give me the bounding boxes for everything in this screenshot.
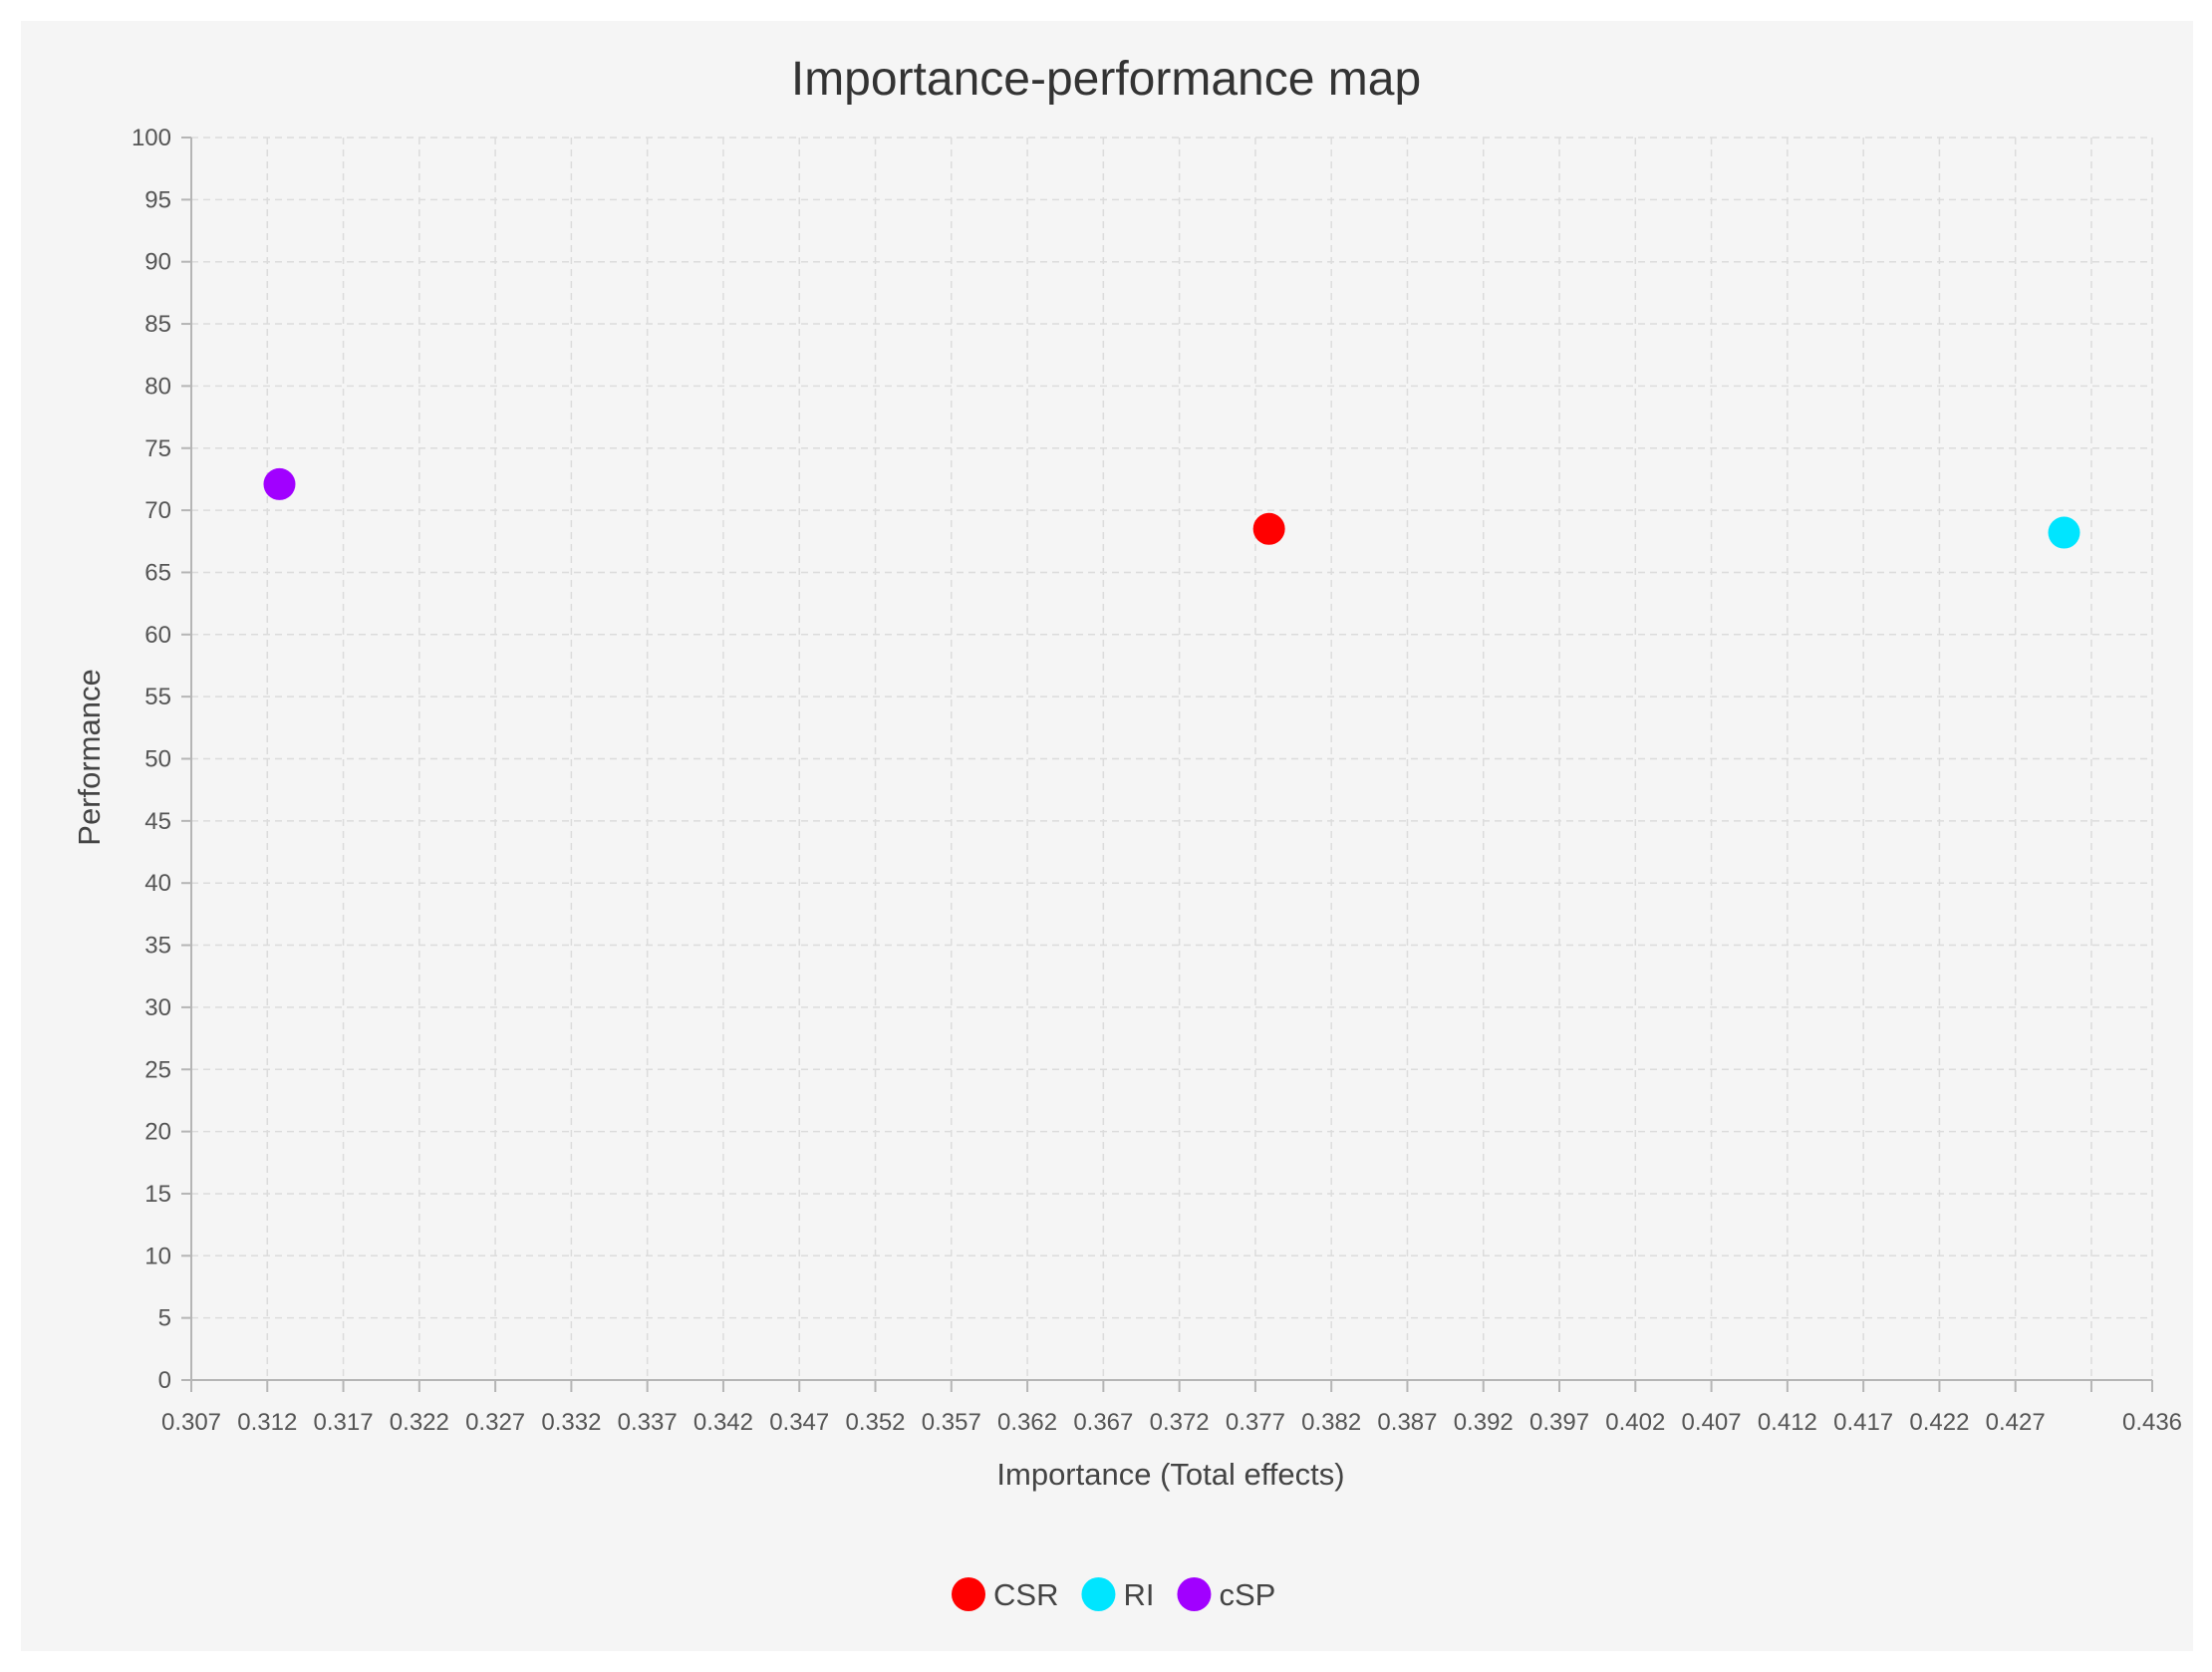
x-tick-label: 0.397 xyxy=(1529,1409,1589,1436)
x-tick-label: 0.377 xyxy=(1226,1409,1285,1436)
x-tick-label: 0.427 xyxy=(1986,1409,2046,1436)
x-tick-label: 0.357 xyxy=(922,1409,981,1436)
x-tick-label: 0.342 xyxy=(693,1409,753,1436)
x-tick-label: 0.322 xyxy=(390,1409,449,1436)
x-tick-label: 0.312 xyxy=(237,1409,297,1436)
y-tick-label: 50 xyxy=(144,746,171,773)
legend-label-csp[interactable]: cSP xyxy=(1219,1577,1275,1612)
x-tick-label: 0.372 xyxy=(1150,1409,1210,1436)
x-tick-label: 0.327 xyxy=(465,1409,525,1436)
y-tick-label: 40 xyxy=(144,870,171,897)
x-axis-title: Importance (Total effects) xyxy=(996,1457,1344,1492)
legend-label-ri[interactable]: RI xyxy=(1123,1577,1154,1612)
chart-title: Importance-performance map xyxy=(791,53,1421,106)
x-tick-label: 0.347 xyxy=(769,1409,829,1436)
y-tick-label: 25 xyxy=(144,1056,171,1083)
y-tick-label: 100 xyxy=(132,125,171,151)
y-tick-label: 85 xyxy=(144,311,171,338)
legend-label-csr[interactable]: CSR xyxy=(993,1577,1058,1612)
x-tick-label: 0.367 xyxy=(1073,1409,1133,1436)
x-tick-label: 0.412 xyxy=(1758,1409,1817,1436)
y-tick-label: 20 xyxy=(144,1119,171,1146)
x-tick-label: 0.387 xyxy=(1377,1409,1437,1436)
y-tick-label: 95 xyxy=(144,186,171,213)
x-tick-label: 0.417 xyxy=(1833,1409,1893,1436)
x-tick-label: 0.422 xyxy=(1909,1409,1969,1436)
grid xyxy=(191,137,2153,1380)
x-tick-label: 0.382 xyxy=(1301,1409,1361,1436)
data-point-csr[interactable] xyxy=(1252,512,1285,545)
y-axis-ticks: 0 5 10 15 20 25 30 35 40 45 50 55 60 65 70 75 80 85 90 95 10… xyxy=(132,125,191,1394)
data-point-ri[interactable] xyxy=(2048,516,2080,549)
y-tick-label: 65 xyxy=(144,559,171,586)
y-tick-label: 80 xyxy=(144,373,171,400)
y-tick-label: 30 xyxy=(144,994,171,1021)
x-tick-label: 0.407 xyxy=(1682,1409,1742,1436)
x-tick-label: 0.352 xyxy=(845,1409,905,1436)
y-axis-title: Performance xyxy=(72,669,107,845)
x-axis-ticks: 0.307 0.312 0.317 0.322 0.327 0.332 0.337 0.342… xyxy=(161,1380,2182,1436)
x-tick-label: 0.402 xyxy=(1605,1409,1665,1436)
x-tick-label: 0.337 xyxy=(618,1409,678,1436)
y-tick-label: 90 xyxy=(144,249,171,276)
legend[interactable]: CSR RI cSP xyxy=(952,1577,1275,1612)
y-tick-label: 35 xyxy=(144,933,171,960)
data-point-csp[interactable] xyxy=(263,467,296,500)
legend-marker-csp[interactable] xyxy=(1177,1577,1212,1611)
legend-marker-ri[interactable] xyxy=(1081,1577,1116,1611)
data-points[interactable] xyxy=(263,467,2080,549)
legend-marker-csr[interactable] xyxy=(952,1577,985,1611)
x-tick-label: 0.362 xyxy=(997,1409,1057,1436)
y-tick-label: 70 xyxy=(144,497,171,524)
x-tick-label: 0.392 xyxy=(1454,1409,1514,1436)
y-tick-label: 55 xyxy=(144,684,171,710)
y-tick-label: 60 xyxy=(144,622,171,649)
y-tick-label: 0 xyxy=(158,1367,171,1394)
x-tick-label: 0.307 xyxy=(161,1409,221,1436)
x-tick-label: 0.317 xyxy=(314,1409,374,1436)
x-tick-label: 0.332 xyxy=(541,1409,601,1436)
y-tick-label: 45 xyxy=(144,808,171,835)
x-tick-label: 0.436 xyxy=(2122,1409,2182,1436)
y-tick-label: 5 xyxy=(158,1305,171,1332)
y-tick-label: 75 xyxy=(144,435,171,462)
y-tick-label: 15 xyxy=(144,1181,171,1208)
y-tick-label: 10 xyxy=(144,1243,171,1269)
